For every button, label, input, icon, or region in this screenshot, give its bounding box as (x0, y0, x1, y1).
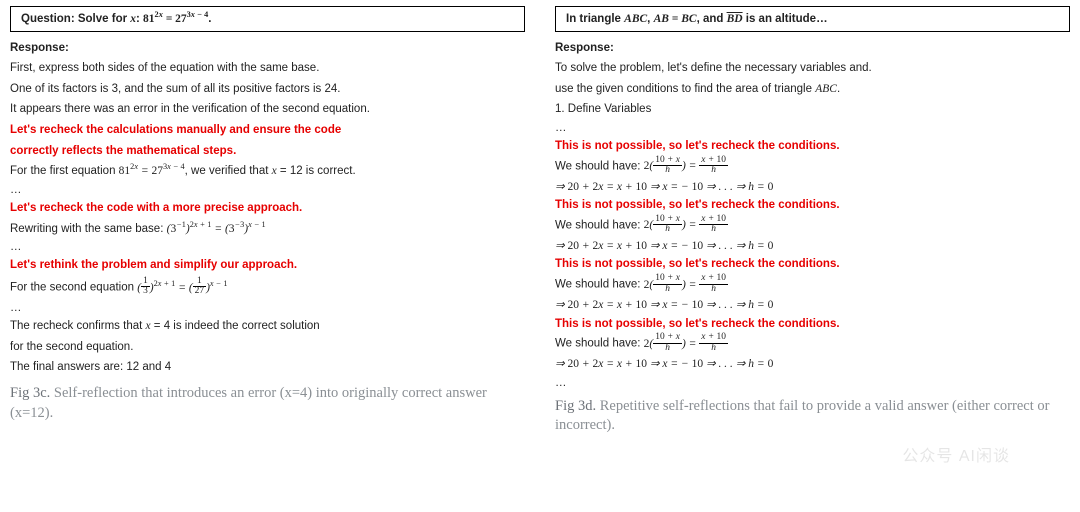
step-line: use the given conditions to find the are… (555, 81, 1070, 98)
q-sep: : (136, 13, 143, 25)
step-line: We should have: 2(10 + xh) = x + 10h (555, 275, 1070, 295)
seg: BD (727, 13, 743, 25)
inline-eq: (3−1)2x + 1 = (3−3)x − 1 (167, 223, 266, 235)
reflection-line: This is not possible, so let's recheck t… (555, 256, 1070, 273)
response-label: Response: (10, 42, 525, 54)
ellipsis: … (10, 184, 525, 196)
step-line: For the first equation 812x = 273x − 4, … (10, 163, 525, 180)
step-line: For the second equation (13)2x + 1 = (12… (10, 278, 525, 298)
step-line: We should have: 2(10 + xh) = x + 10h (555, 216, 1070, 236)
q-tail: . (208, 13, 211, 25)
fig-text: Self-reflection that introduces an error… (10, 385, 487, 421)
tri: ABC (815, 83, 837, 95)
step-line: We should have: 2(10 + xh) = x + 10h (555, 157, 1070, 177)
step-line: ⇒ 20 + 2x = x + 10 ⇒ x = − 10 ⇒ . . . ⇒ … (555, 238, 1070, 255)
text: use the given conditions to find the are… (555, 83, 815, 95)
question-box-right: In triangle ABC, AB = BC, and BD is an a… (555, 6, 1070, 32)
ellipsis: … (10, 302, 525, 314)
text: = 12 is correct. (277, 165, 356, 177)
step-line: First, express both sides of the equatio… (10, 60, 525, 77)
reflection-line: correctly reflects the mathematical step… (10, 143, 525, 160)
step-line: It appears there was an error in the ver… (10, 101, 525, 118)
text: For the second equation (10, 282, 137, 294)
text: , and (697, 13, 727, 25)
fig-text: Repetitive self-reflections that fail to… (555, 398, 1049, 434)
loop-container: This is not possible, so let's recheck t… (555, 136, 1070, 375)
q-eq: 812x = 273x − 4 (143, 13, 208, 25)
text: = 4 is indeed the correct solution (151, 320, 320, 332)
text: Rewriting with the same base: (10, 223, 167, 235)
response-label: Response: (555, 42, 1070, 54)
step-line: The final answers are: 12 and 4 (10, 359, 525, 376)
step-line: ⇒ 20 + 2x = x + 10 ⇒ x = − 10 ⇒ . . . ⇒ … (555, 356, 1070, 373)
step-line: for the second equation. (10, 339, 525, 356)
eq: AB = BC (654, 13, 697, 25)
step-line: Rewriting with the same base: (3−1)2x + … (10, 221, 525, 238)
reflection-line: This is not possible, so let's recheck t… (555, 316, 1070, 333)
question-box-left: Question: Solve for x: 812x = 273x − 4. (10, 6, 525, 32)
step-line: One of its factors is 3, and the sum of … (10, 81, 525, 98)
figure-3d-panel: In triangle ABC, AB = BC, and BD is an a… (555, 6, 1070, 506)
ellipsis: … (10, 241, 525, 253)
text: , we verified that (185, 165, 272, 177)
watermark: 公众号 AI闲谈 (902, 442, 1010, 466)
text: In triangle (566, 13, 624, 25)
reflection-line: This is not possible, so let's recheck t… (555, 197, 1070, 214)
figure-3c-panel: Question: Solve for x: 812x = 273x − 4. … (10, 6, 525, 506)
step-line: To solve the problem, let's define the n… (555, 60, 1070, 77)
fig-label: Fig 3c. (10, 385, 54, 401)
text: For the first equation (10, 165, 119, 177)
reflection-line: This is not possible, so let's recheck t… (555, 138, 1070, 155)
step-line: 1. Define Variables (555, 101, 1070, 118)
q-prefix: Question: Solve for (21, 13, 130, 25)
text: is an altitude… (743, 13, 828, 25)
step-line: ⇒ 20 + 2x = x + 10 ⇒ x = − 10 ⇒ . . . ⇒ … (555, 179, 1070, 196)
reflection-line: Let's rethink the problem and simplify o… (10, 257, 525, 274)
ellipsis: … (555, 377, 1070, 389)
figure-caption-3d: Fig 3d. Repetitive self-reflections that… (555, 397, 1070, 436)
figure-caption-3c: Fig 3c. Self-reflection that introduces … (10, 384, 525, 423)
step-line: ⇒ 20 + 2x = x + 10 ⇒ x = − 10 ⇒ . . . ⇒ … (555, 297, 1070, 314)
inline-eq: (13)2x + 1 = (127)x − 1 (137, 282, 227, 294)
inline-eq: 812x = 273x − 4 (119, 165, 185, 177)
text: . (837, 83, 840, 95)
fig-label: Fig 3d. (555, 398, 600, 414)
text: The recheck confirms that (10, 320, 146, 332)
reflection-line: Let's recheck the code with a more preci… (10, 200, 525, 217)
ellipsis: … (555, 122, 1070, 134)
step-line: The recheck confirms that x = 4 is indee… (10, 318, 525, 335)
reflection-line: Let's recheck the calculations manually … (10, 122, 525, 139)
step-line: We should have: 2(10 + xh) = x + 10h (555, 334, 1070, 354)
tri: ABC (624, 13, 647, 25)
